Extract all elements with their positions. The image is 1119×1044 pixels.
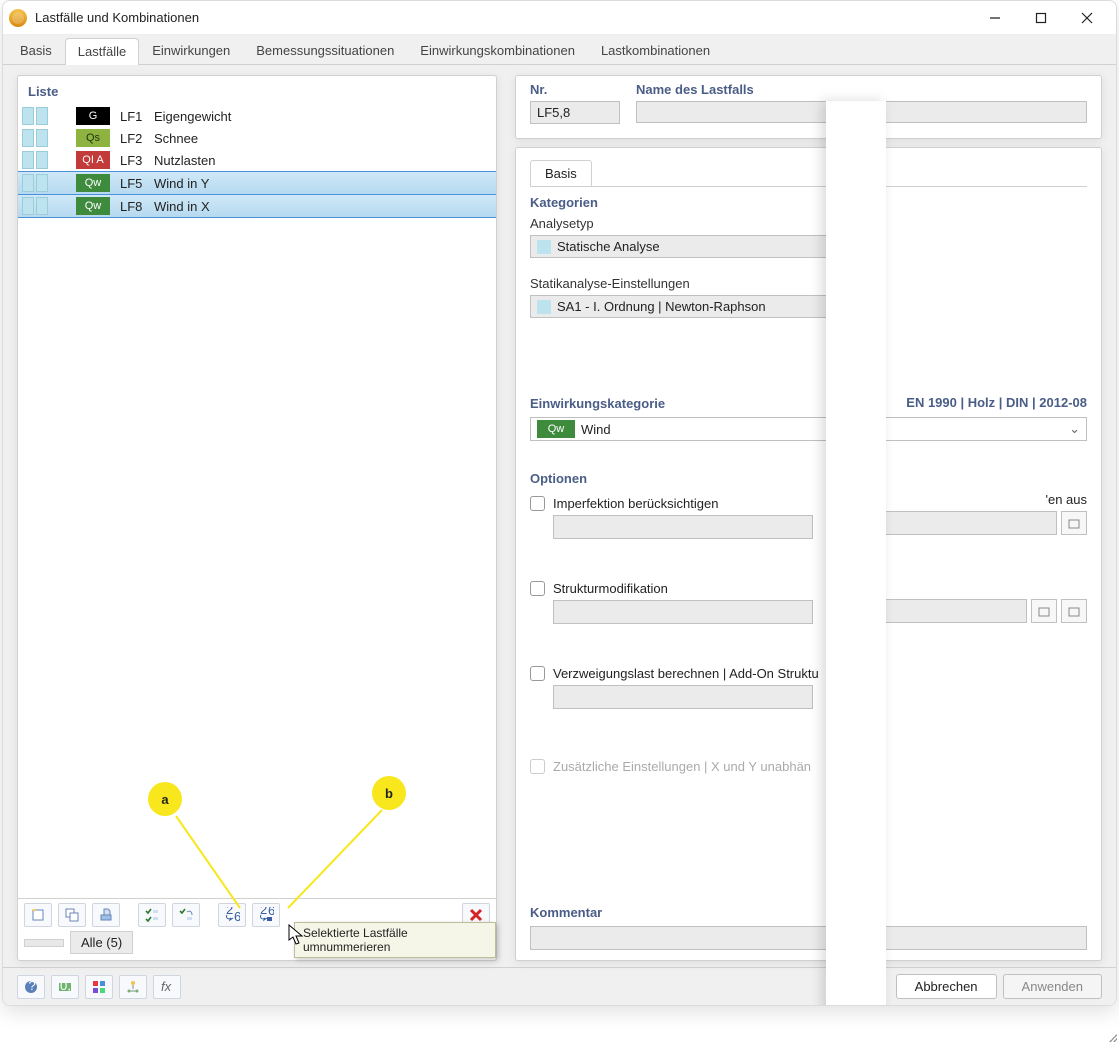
svg-text:fx: fx [161, 979, 172, 994]
callout-b: b [372, 776, 406, 810]
renumber-selected-button[interactable]: 26 [252, 903, 280, 927]
tab-einwirkungskombinationen[interactable]: Einwirkungskombinationen [407, 37, 588, 64]
close-button[interactable] [1064, 3, 1110, 33]
new-button[interactable] [24, 903, 52, 927]
tab-basis[interactable]: Basis [7, 37, 65, 64]
nr-label: Nr. [530, 82, 620, 97]
table-row[interactable]: GLF1Eigengewicht [18, 105, 496, 127]
name-field[interactable] [636, 101, 1087, 123]
detail-subtabs: Basis [530, 160, 1087, 187]
svg-text:?: ? [29, 979, 36, 993]
table-row[interactable]: QI ALF3Nutzlasten [18, 149, 496, 172]
kategorien-label: Kategorien [530, 187, 1087, 216]
statik-label: Statikanalyse-Einstellungen [530, 276, 1087, 291]
callout-a: a [148, 782, 182, 816]
copy-button[interactable] [58, 903, 86, 927]
eink-tag: Qw [537, 420, 575, 438]
opt1-edit-button[interactable] [1061, 511, 1087, 535]
filter-label[interactable]: Alle (5) [70, 931, 133, 954]
kommentar-label: Kommentar [530, 897, 1087, 926]
minimize-button[interactable] [972, 3, 1018, 33]
renumber-tooltip: Selektierte Lastfälle umnummerieren [294, 922, 496, 958]
loadcase-list[interactable]: GLF1EigengewichtQsLF2SchneeQI ALF3Nutzla… [18, 105, 496, 898]
table-row[interactable]: QsLF2Schnee [18, 127, 496, 149]
apply-button[interactable]: Anwenden [1003, 974, 1102, 999]
svg-text:6: 6 [234, 909, 240, 923]
maximize-button[interactable] [1018, 3, 1064, 33]
select-all-button[interactable] [138, 903, 166, 927]
name-label: Name des Lastfalls [636, 82, 1087, 97]
analysetyp-field[interactable]: Statische Analyse [530, 235, 830, 258]
chevron-down-icon: ⌄ [1069, 421, 1080, 437]
opt2-edit2-button[interactable] [1061, 599, 1087, 623]
footer: ? 0,00 fx Abbrechen Anwenden [3, 967, 1116, 1005]
resize-grip[interactable] [1105, 1030, 1119, 1044]
opt2-edit1-button[interactable] [1031, 599, 1057, 623]
tab-lastkombinationen[interactable]: Lastkombinationen [588, 37, 723, 64]
deselect-button[interactable] [172, 903, 200, 927]
kommentar-field[interactable] [530, 926, 1087, 950]
app-icon [9, 9, 27, 27]
eink-label: Einwirkungskategorie [530, 388, 675, 417]
titlebar: Lastfälle und Kombinationen [3, 1, 1116, 35]
opt-zusaetzlich: Zusätzliche Einstellungen | X und Y unab… [530, 759, 1087, 774]
footer-help-button[interactable]: ? [17, 975, 45, 999]
footer-fx-button[interactable]: fx [153, 975, 181, 999]
footer-color-button[interactable] [85, 975, 113, 999]
tab-einwirkungen[interactable]: Einwirkungen [139, 37, 243, 64]
opt1-right-fragment: 'en aus [1045, 492, 1087, 507]
svg-text:0,00: 0,00 [60, 979, 73, 993]
cancel-button[interactable]: Abbrechen [896, 974, 997, 999]
table-row[interactable]: QwLF8Wind in X [18, 195, 496, 218]
svg-text:6: 6 [268, 907, 274, 918]
footer-units-button[interactable]: 0,00 [51, 975, 79, 999]
import-button[interactable] [92, 903, 120, 927]
opt-strukturmod[interactable]: Strukturmodifikation [530, 581, 855, 596]
left-panel: Liste GLF1EigengewichtQsLF2SchneeQI ALF3… [17, 75, 497, 961]
main-tabs: BasisLastfälleEinwirkungenBemessungssitu… [3, 35, 1116, 65]
renumber-all-button[interactable]: 26 [218, 903, 246, 927]
right-panel: Nr. LF5,8 Name des Lastfalls Basis Kateg… [515, 75, 1102, 961]
opt-verzweigung[interactable]: Verzweigungslast berechnen | Add-On Stru… [530, 666, 1087, 681]
analysetyp-label: Analysetyp [530, 216, 1087, 231]
opt-imperfektion[interactable]: Imperfektion berücksichtigen [530, 496, 855, 511]
standard-label: EN 1990 | Holz | DIN | 2012-08 [906, 395, 1087, 410]
nr-field[interactable]: LF5,8 [530, 101, 620, 124]
tab-bemessungssituationen[interactable]: Bemessungssituationen [243, 37, 407, 64]
eink-dropdown[interactable]: Qw Wind ⌄ [530, 417, 1087, 441]
window-title: Lastfälle und Kombinationen [35, 10, 972, 25]
table-row[interactable]: QwLF5Wind in Y [18, 172, 496, 195]
subtab-basis[interactable]: Basis [530, 160, 592, 186]
statik-field[interactable]: SA1 - I. Ordnung | Newton-Raphson [530, 295, 830, 318]
tab-lastfälle[interactable]: Lastfälle [65, 38, 139, 65]
list-header: Liste [18, 76, 496, 105]
opt-label: Optionen [530, 463, 1087, 492]
footer-tree-button[interactable] [119, 975, 147, 999]
